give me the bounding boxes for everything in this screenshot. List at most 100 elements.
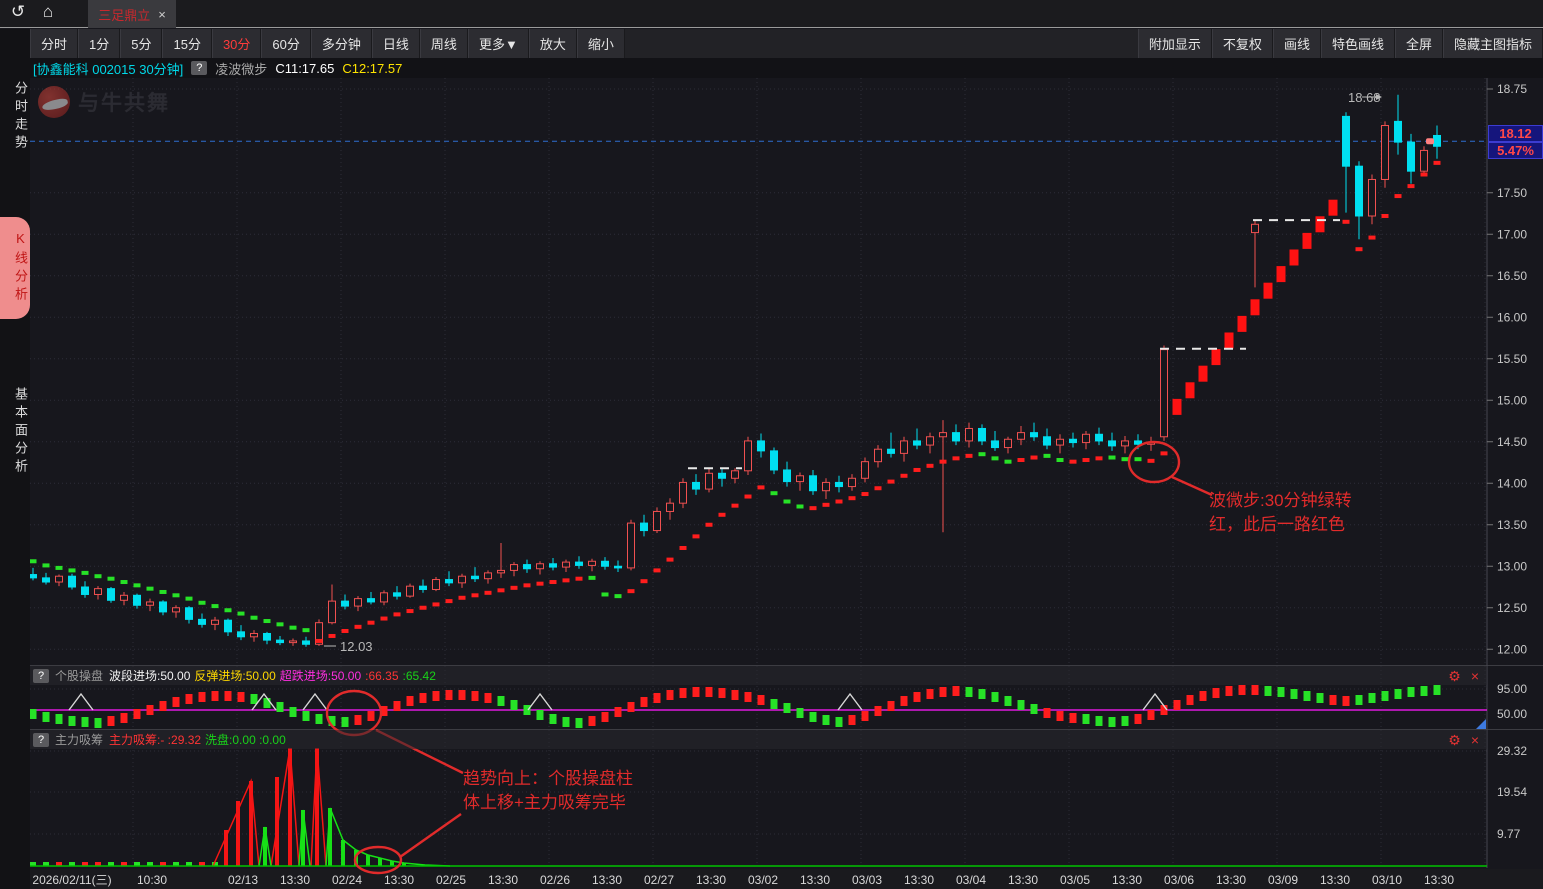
low-label: 12.03 xyxy=(324,639,373,654)
time-axis-band xyxy=(30,869,1543,889)
period-button-4[interactable]: 30分 xyxy=(211,29,262,58)
panel2-settings-icon[interactable]: ⚙ xyxy=(1448,731,1461,748)
svg-text:13:30: 13:30 xyxy=(1008,873,1038,887)
period-button-6[interactable]: 多分钟 xyxy=(310,29,372,58)
candles-layer xyxy=(30,94,1441,647)
panel-header-stock-ops: ? 个股操盘 波段进场:50.00 反弹进场:50.00 超跌进场:50.00:66… xyxy=(30,666,1487,685)
sidebar-item-time-trend[interactable]: 分时走势 xyxy=(13,81,28,153)
panel2-name: 主力吸筹 xyxy=(55,733,104,747)
toolbar-left-group: 分时 1分 5分 15分 30分 60分 多分钟 日线 周线 更多▼ 放大 缩小 xyxy=(30,29,625,58)
left-sidebar: 分时走势 K线分析 基本面分析 xyxy=(0,29,30,889)
svg-text:02/25: 02/25 xyxy=(436,873,466,887)
panel1-name: 个股操盘 xyxy=(55,669,104,683)
svg-text:03/03: 03/03 xyxy=(852,873,882,887)
svg-text:10:30: 10:30 xyxy=(137,873,167,887)
period-button-8[interactable]: 周线 xyxy=(419,29,468,58)
svg-text:12.50: 12.50 xyxy=(1497,601,1527,615)
panel1-close-icon[interactable]: × xyxy=(1470,667,1479,684)
tool-button-2[interactable]: 画线 xyxy=(1272,29,1321,58)
tool-button-1[interactable]: 不复权 xyxy=(1211,29,1273,58)
tab-close-icon[interactable]: × xyxy=(158,6,166,22)
home-icon[interactable]: ⌂ xyxy=(42,2,54,21)
svg-text:13:30: 13:30 xyxy=(488,873,518,887)
period-button-1[interactable]: 1分 xyxy=(78,29,121,58)
svg-text:03/05: 03/05 xyxy=(1060,873,1090,887)
svg-text:29.32: 29.32 xyxy=(1497,744,1527,758)
c11-value: C11:17.65 xyxy=(275,60,335,76)
svg-text:13.50: 13.50 xyxy=(1497,518,1527,532)
period-button-3[interactable]: 15分 xyxy=(162,29,212,58)
legend-item: 主力吸筹:- :29.32 xyxy=(109,733,202,747)
toolbar-right-group: 附加显示 不复权 画线 特色画线 全屏 隐藏主图指标 xyxy=(1137,29,1543,58)
svg-text:03/02: 03/02 xyxy=(748,873,778,887)
period-button-7[interactable]: 日线 xyxy=(371,29,420,58)
svg-text:03/06: 03/06 xyxy=(1164,873,1194,887)
svg-text:03/04: 03/04 xyxy=(956,873,986,887)
svg-text:02/26: 02/26 xyxy=(540,873,570,887)
back-icon[interactable]: ↺ xyxy=(10,2,26,21)
svg-text:15.50: 15.50 xyxy=(1497,352,1527,366)
svg-text:15.00: 15.00 xyxy=(1497,393,1527,407)
svg-text:13:30: 13:30 xyxy=(592,873,622,887)
panel1-stock-ops-layer xyxy=(30,685,1487,728)
kline-chart[interactable]: 18.75 17.50 17.00 16.50 16.00 15.50 15.00 14.50… xyxy=(30,78,1543,889)
watermark-text: 与牛共舞 xyxy=(78,92,170,115)
svg-text:16.00: 16.00 xyxy=(1497,310,1527,324)
period-toolbar: 分时 1分 5分 15分 30分 60分 多分钟 日线 周线 更多▼ 放大 缩小 附加显示 不复权 画线特… xyxy=(30,29,1543,58)
svg-text:12.03: 12.03 xyxy=(340,639,373,654)
svg-text:17.00: 17.00 xyxy=(1497,227,1527,241)
legend-item: :66.35 xyxy=(365,669,399,683)
sidebar-item-kline-analysis[interactable]: K线分析 xyxy=(0,217,30,319)
current-price: 18.12 xyxy=(1488,125,1543,142)
svg-text:趋势向上：个股操盘柱: 趋势向上：个股操盘柱 xyxy=(463,769,633,788)
panel1-settings-icon[interactable]: ⚙ xyxy=(1448,667,1461,684)
indicator-name: 凌波微步 xyxy=(215,61,268,77)
svg-text:13:30: 13:30 xyxy=(1320,873,1350,887)
period-button-0[interactable]: 分时 xyxy=(30,29,79,58)
svg-text:03/09: 03/09 xyxy=(1268,873,1298,887)
svg-text:2026/02/11(三): 2026/02/11(三) xyxy=(32,873,111,887)
c12-value: C12:17.57 xyxy=(342,60,403,76)
svg-text:波微步:30分钟绿转: 波微步:30分钟绿转 xyxy=(1209,491,1352,510)
period-button-2[interactable]: 5分 xyxy=(120,29,163,58)
legend-item: 洗盘:0.00 :0.00 xyxy=(205,733,286,747)
period-button-5[interactable]: 60分 xyxy=(261,29,311,58)
svg-text:16.50: 16.50 xyxy=(1497,269,1527,283)
high-label: 18.68 xyxy=(1348,90,1382,105)
current-dot xyxy=(1426,138,1434,145)
svg-text:02/24: 02/24 xyxy=(332,873,362,887)
period-button-9[interactable]: 更多▼ xyxy=(467,29,529,58)
tool-button-0[interactable]: 附加显示 xyxy=(1137,29,1212,58)
svg-text:19.54: 19.54 xyxy=(1497,785,1527,799)
sidebar-item-fundamental[interactable]: 基本面分析 xyxy=(13,387,28,477)
document-tab[interactable]: 三足鼎立 × xyxy=(88,0,176,28)
price-axis: 18.75 17.50 17.00 16.50 16.00 15.50 15.00 14.50… xyxy=(1487,82,1527,841)
help-icon[interactable]: ? xyxy=(191,61,208,75)
tool-button-5[interactable]: 隐藏主图指标 xyxy=(1442,29,1543,58)
svg-text:13:30: 13:30 xyxy=(1216,873,1246,887)
panel2-close-icon[interactable]: × xyxy=(1470,731,1479,748)
svg-text:红，此后一路红色: 红，此后一路红色 xyxy=(1209,515,1345,534)
watermark: 与牛共舞 xyxy=(38,86,170,118)
panel2-help-icon[interactable]: ? xyxy=(33,732,49,747)
tab-label: 三足鼎立 xyxy=(98,7,151,23)
svg-text:13:30: 13:30 xyxy=(800,873,830,887)
svg-text:13.00: 13.00 xyxy=(1497,559,1527,573)
svg-text:13:30: 13:30 xyxy=(904,873,934,887)
period-button-11[interactable]: 缩小 xyxy=(576,29,625,58)
legend-item: 超跌进场:50.00 xyxy=(279,669,362,683)
period-button-10[interactable]: 放大 xyxy=(528,29,577,58)
svg-text:12.00: 12.00 xyxy=(1497,642,1527,656)
panel2-legend: 主力吸筹:- :29.32 洗盘:0.00 :0.00 xyxy=(109,731,290,748)
svg-text:03/10: 03/10 xyxy=(1372,873,1402,887)
panel-resize-handle[interactable] xyxy=(1476,719,1486,729)
panel1-legend: 波段进场:50.00 反弹进场:50.00 超跌进场:50.00:66.35:65.… xyxy=(109,667,440,684)
bull-logo-icon xyxy=(38,86,70,118)
svg-text:02/13: 02/13 xyxy=(228,873,258,887)
svg-text:13:30: 13:30 xyxy=(696,873,726,887)
stock-title: [协鑫能科 002015 30分钟] xyxy=(33,61,184,77)
panel1-help-icon[interactable]: ? xyxy=(33,668,49,683)
tool-button-3[interactable]: 特色画线 xyxy=(1320,29,1395,58)
tool-button-4[interactable]: 全屏 xyxy=(1394,29,1443,58)
